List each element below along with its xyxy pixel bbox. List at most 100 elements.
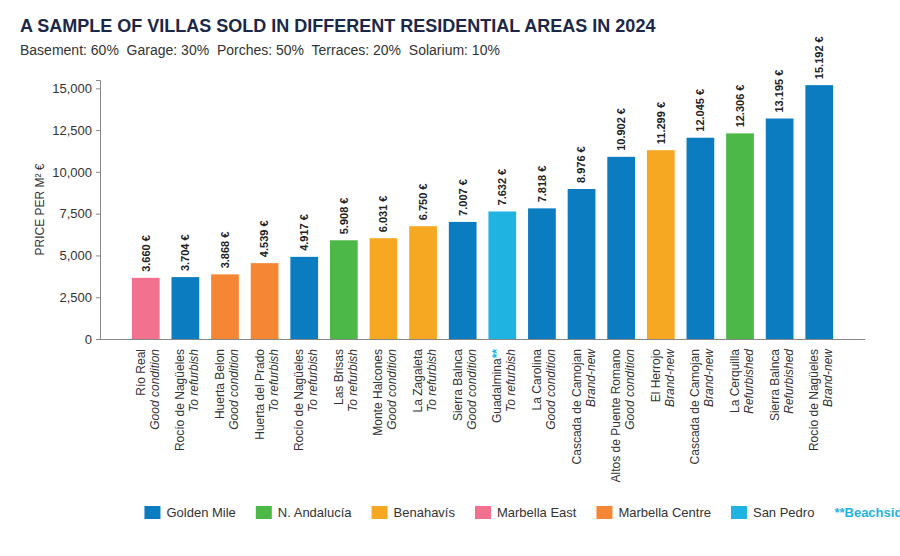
x-tick-label: Rocío de Nagüeles bbox=[173, 349, 187, 451]
bar bbox=[647, 150, 675, 339]
x-tick-sublabel: Good condition bbox=[544, 349, 558, 430]
x-tick: Sierra BalncaGood condition bbox=[451, 349, 479, 430]
y-tick: 0 bbox=[85, 332, 100, 347]
legend-label: N. Andalucía bbox=[278, 505, 352, 520]
x-tick-sublabel: Brand-new bbox=[702, 348, 716, 407]
bar bbox=[330, 240, 358, 339]
legend-label: San Pedro bbox=[753, 505, 814, 520]
data-label: 11.299 € bbox=[655, 102, 667, 144]
data-label: 7.632 € bbox=[496, 169, 508, 206]
y-axis-title: PRICE PER M² € bbox=[33, 163, 47, 255]
x-tick-label: Monte Halcones bbox=[371, 349, 385, 436]
y-axis: 02,5005,0007,50010,00012,50015,000 bbox=[52, 81, 100, 347]
data-label: 10.902 € bbox=[615, 108, 627, 151]
data-label: 6.750 € bbox=[417, 184, 429, 221]
data-label: 3.704 € bbox=[179, 234, 191, 271]
x-tick-sublabel: Brand-new bbox=[821, 348, 835, 407]
x-tick-sublabel: Refurbished bbox=[742, 349, 756, 414]
title: A SAMPLE OF VILLAS SOLD IN DIFFERENT RES… bbox=[20, 16, 655, 36]
x-tick-label: El Herrojo bbox=[649, 349, 663, 403]
x-tick-sublabel: Good condition bbox=[623, 349, 637, 430]
x-tick-label: Río Real bbox=[134, 349, 148, 396]
x-tick: Las BrisasTo refurbish bbox=[332, 349, 360, 412]
legend-label: Golden Mile bbox=[166, 505, 235, 520]
bar bbox=[370, 238, 398, 339]
bar bbox=[409, 226, 437, 339]
y-tick: 2,500 bbox=[59, 290, 100, 305]
bar bbox=[251, 263, 279, 339]
x-tick-sublabel: To refurbish bbox=[267, 349, 281, 412]
y-tick-mark bbox=[96, 339, 100, 340]
bar bbox=[290, 257, 318, 339]
x-tick: El HerrojoBrand-new bbox=[649, 348, 677, 407]
y-tick-label: 0 bbox=[85, 332, 92, 347]
x-tick: Rocío de NagüelesBrand-new bbox=[807, 348, 835, 451]
chart: A SAMPLE OF VILLAS SOLD IN DIFFERENT RES… bbox=[0, 0, 900, 556]
bar bbox=[607, 157, 635, 339]
data-label: 12.045 € bbox=[694, 89, 706, 132]
x-tick: Río RealGood condition bbox=[134, 349, 162, 430]
y-tick: 15,000 bbox=[52, 81, 100, 96]
x-tick: Guadalmina**To refurbish bbox=[490, 349, 518, 423]
legend-item: Golden Mile bbox=[144, 505, 235, 520]
legend-item: Marbella East bbox=[475, 505, 577, 520]
subtitle: Basement: 60% Garage: 30% Porches: 50% T… bbox=[20, 42, 500, 58]
y-tick-label: 10,000 bbox=[52, 165, 92, 180]
y-tick-mark bbox=[96, 214, 100, 215]
legend-note: **Beachside bbox=[834, 505, 900, 520]
legend-swatch bbox=[256, 506, 272, 519]
x-tick-label: Rocío de Nagüeles bbox=[292, 349, 306, 451]
y-tick-mark bbox=[96, 297, 100, 298]
y-tick-mark bbox=[96, 255, 100, 256]
legend-swatch bbox=[372, 506, 388, 519]
legend-swatch bbox=[475, 506, 491, 519]
legend-label: Benahavís bbox=[394, 505, 456, 520]
data-label: 4.539 € bbox=[258, 220, 270, 257]
x-tick: Huerta BelonGood condition bbox=[213, 349, 241, 430]
x-tick: Cascada de CamojanBrand-new bbox=[688, 348, 716, 465]
x-tick-sublabel: To refurbish bbox=[346, 349, 360, 412]
data-label: 13.195 € bbox=[773, 70, 785, 113]
x-axis-line bbox=[100, 339, 865, 340]
data-label: 6.031 € bbox=[377, 196, 389, 233]
x-tick-label: Las Brisas bbox=[332, 349, 346, 405]
legend-label: Marbella East bbox=[497, 505, 577, 520]
x-tick-label: La Cerquilla bbox=[728, 349, 742, 413]
data-label: 12.306 € bbox=[734, 85, 746, 128]
x-tick: Monte HalconesGood condition bbox=[371, 349, 399, 436]
x-tick: Sierra BalncaRefurbished bbox=[768, 349, 796, 421]
bar bbox=[687, 138, 715, 339]
y-tick-mark bbox=[96, 88, 100, 89]
x-tick-sublabel: Brand-new bbox=[584, 348, 598, 407]
x-tick: La ZagaletaTo refurbish bbox=[411, 349, 439, 413]
data-label: 5.908 € bbox=[338, 198, 350, 235]
bar bbox=[211, 274, 239, 339]
y-tick-label: 7,500 bbox=[59, 206, 92, 221]
bar bbox=[726, 133, 754, 339]
data-labels: 3.660 €3.704 €3.868 €4.539 €4.917 €5.908… bbox=[140, 36, 825, 272]
x-axis: Río RealGood conditionRocío de NagüelesT… bbox=[100, 340, 865, 483]
x-tick-label: Altos de Puente Romano bbox=[609, 349, 623, 483]
bar bbox=[766, 119, 794, 339]
legend-swatch bbox=[731, 506, 747, 519]
bar bbox=[488, 211, 516, 339]
data-label: 15.192 € bbox=[813, 36, 825, 79]
x-tick: La CarolinaGood condition bbox=[530, 349, 558, 430]
legend-item: Benahavís bbox=[372, 505, 456, 520]
x-tick-sublabel: Refurbished bbox=[782, 349, 796, 414]
data-label: 8.976 € bbox=[575, 146, 587, 183]
data-label: 4.917 € bbox=[298, 214, 310, 251]
legend: Golden Mile N. Andalucía Benahavís Marbella… bbox=[144, 505, 900, 520]
legend-label: Marbella Centre bbox=[618, 505, 711, 520]
y-tick-label: 12,500 bbox=[52, 123, 92, 138]
x-tick-sublabel: Good condition bbox=[227, 349, 241, 430]
x-tick-label: Huerta Belon bbox=[213, 349, 227, 419]
x-tick-sublabel: Good condition bbox=[148, 349, 162, 430]
x-tick-sublabel: Good condition bbox=[385, 349, 399, 430]
x-tick-label: Rocío de Nagüeles bbox=[807, 349, 821, 451]
x-tick-label: Sierra Balnca bbox=[451, 349, 465, 421]
bars bbox=[132, 85, 833, 339]
y-tick: 12,500 bbox=[52, 123, 100, 138]
bar bbox=[172, 277, 200, 339]
data-label: 7.007 € bbox=[457, 179, 469, 216]
